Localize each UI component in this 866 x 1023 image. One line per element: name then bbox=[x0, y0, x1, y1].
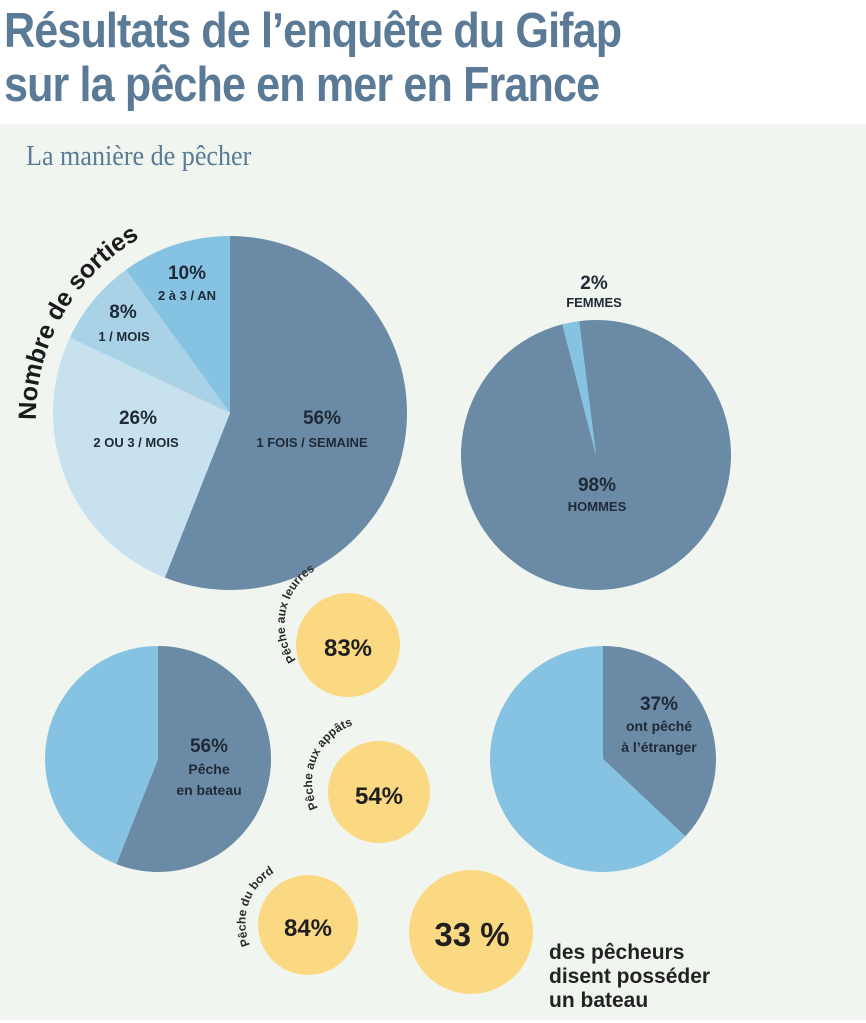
pie-slice-abroad-other bbox=[490, 646, 686, 873]
slice-label-1-fois-semaine: 1 FOIS / SEMAINE bbox=[256, 435, 368, 450]
pie-slice-boat-other bbox=[44, 646, 159, 865]
slice-label-ont-peche: ont pêché bbox=[626, 718, 692, 734]
bubble-methods-peche-aux-appats bbox=[328, 741, 430, 843]
pie-slice-frequency-2-a-3-an bbox=[125, 236, 230, 413]
bubble-methods-peche-aux-leurres bbox=[296, 593, 400, 697]
slice-label-1-mois: 1 / MOIS bbox=[98, 329, 150, 344]
slice-label-peche-line1: Pêche bbox=[188, 761, 229, 777]
slice-label-pct-etranger: 37% bbox=[640, 694, 678, 715]
page-title: Résultats de l’enquête du Gifap sur la p… bbox=[4, 4, 622, 112]
pie-slice-frequency-1-mois bbox=[69, 269, 230, 413]
section-subtitle: La manière de pêcher bbox=[26, 140, 252, 172]
bubble-boat-owners-des-pecheurs-disent-posseder-un-bateau bbox=[409, 870, 533, 994]
boat-owner-note: des pêcheurs disent posséder un bateau bbox=[549, 941, 710, 1013]
pie-slice-boat-peche-en-bateau bbox=[116, 646, 271, 873]
bubble-value-boat-owners: 33 % bbox=[434, 916, 509, 953]
slice-label-a-letranger: à l’étranger bbox=[621, 739, 697, 755]
slice-label-hommes: HOMMES bbox=[568, 499, 627, 514]
bubble-value-bord: 84% bbox=[284, 915, 332, 942]
title-line-1: Résultats de l’enquête du Gifap bbox=[4, 4, 622, 58]
boat-note-line-1: des pêcheurs bbox=[549, 941, 685, 964]
bubble-value-leurres: 83% bbox=[324, 635, 372, 662]
pie-slice-gender-femmes bbox=[562, 321, 596, 455]
pie-slice-gender-hommes bbox=[460, 320, 731, 590]
slice-label-pct-femmes: 2% bbox=[580, 273, 608, 294]
slice-label-pct-1-mois: 8% bbox=[109, 302, 137, 323]
slice-label-femmes: FEMMES bbox=[566, 295, 622, 310]
boat-note-line-3: un bateau bbox=[549, 989, 649, 1012]
slice-label-pct-2-ou-3-mois: 26% bbox=[119, 408, 157, 429]
boat-note-line-2: disent posséder bbox=[549, 965, 711, 988]
bubbles-group bbox=[258, 593, 533, 994]
slice-label-pct-peche-en-bateau: 56% bbox=[190, 736, 228, 757]
slice-label-2-ou-3-mois: 2 OU 3 / MOIS bbox=[93, 435, 179, 450]
pie-slice-abroad-ont-peche-a-l-etranger bbox=[603, 646, 716, 837]
title-line-2: sur la pêche en mer en France bbox=[4, 58, 600, 112]
pies-group bbox=[44, 236, 731, 873]
slice-label-en-bateau-line2: en bateau bbox=[176, 782, 241, 798]
title-band: Résultats de l’enquête du Gifap sur la p… bbox=[0, 0, 866, 122]
pie-slice-frequency-1-fois-semaine bbox=[164, 236, 407, 590]
slice-label-pct-2-a-3-an: 10% bbox=[168, 263, 206, 284]
slice-label-pct-hommes: 98% bbox=[578, 475, 616, 496]
bubble-methods-peche-du-bord bbox=[258, 875, 358, 975]
bubble-value-appats: 54% bbox=[355, 783, 403, 810]
slice-label-pct-1-fois-semaine: 56% bbox=[303, 408, 341, 429]
slice-label-2-a-3-an: 2 à 3 / AN bbox=[158, 288, 216, 303]
pie-slice-frequency-2-ou-3-mois bbox=[52, 337, 230, 578]
